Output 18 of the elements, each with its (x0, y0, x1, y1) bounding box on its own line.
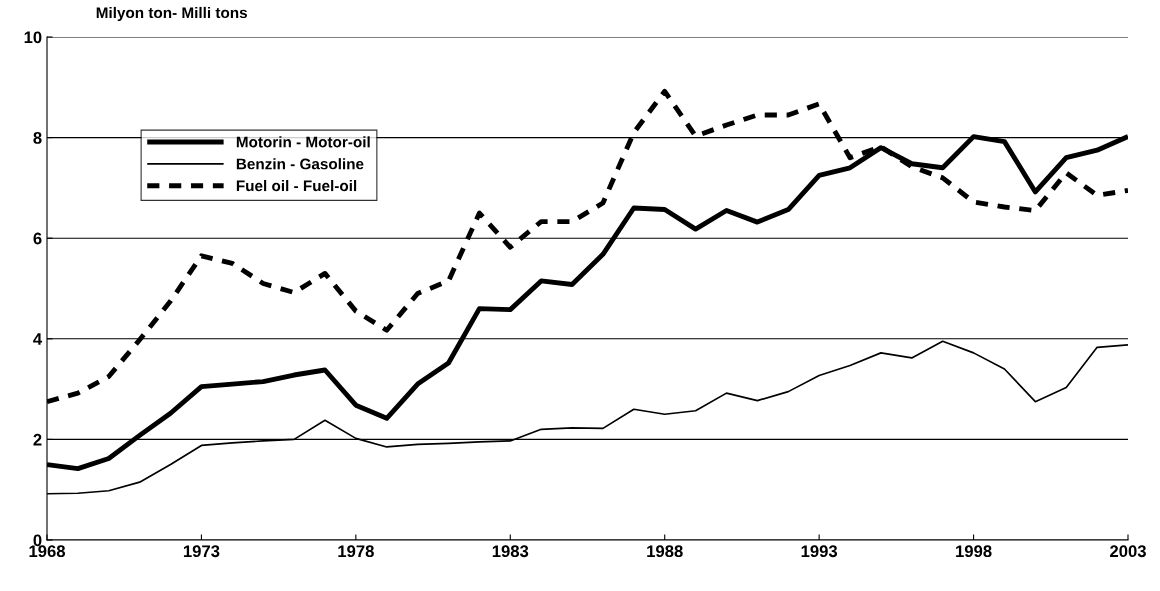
y-axis-title: Milyon ton- Milli tons (96, 6, 247, 22)
y-tick-label: 2 (33, 433, 42, 446)
x-tick-label: 1993 (801, 545, 838, 558)
x-tick-label: 1998 (956, 545, 992, 558)
x-tick-label: 1973 (183, 545, 220, 558)
legend-label: Fuel oil - Fuel-oil (236, 180, 357, 192)
x-tick-label: 2003 (1110, 545, 1146, 558)
y-tick-label: 0 (33, 534, 42, 547)
x-tick-label: 1988 (647, 545, 683, 558)
y-tick-label: 6 (33, 232, 42, 245)
legend-label: Benzin - Gasoline (236, 158, 364, 170)
x-tick-label: 1983 (492, 545, 529, 558)
legend-label: Motorin - Motor-oil (236, 136, 370, 148)
y-tick-label: 4 (33, 333, 43, 345)
y-tick-label: 8 (33, 132, 42, 144)
y-tick-label: 10 (24, 31, 42, 44)
x-tick-label: 1968 (29, 545, 66, 558)
x-tick-label: 1978 (338, 545, 374, 558)
